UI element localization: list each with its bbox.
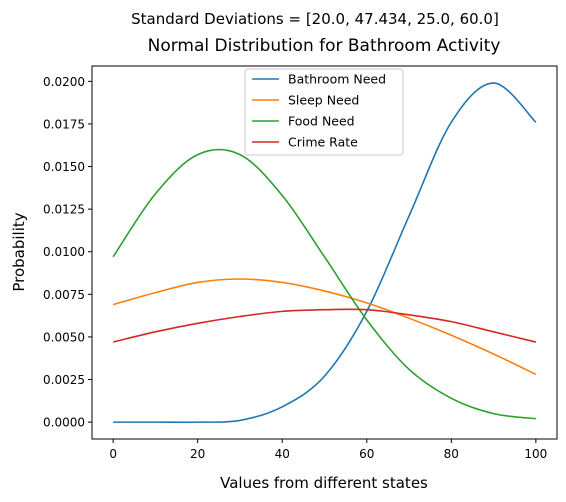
y-tick-label: 0.0175	[43, 117, 85, 131]
y-tick-label: 0.0125	[43, 203, 85, 217]
legend-label-bathroom-need: Bathroom Need	[288, 72, 386, 87]
x-axis: 0 20 40 60 80 100	[109, 439, 547, 461]
x-tick-label: 0	[109, 447, 117, 461]
y-axis-label: Probability	[10, 212, 28, 291]
y-axis: 0.0000 0.0025 0.0050 0.0075 0.0100 0.0125 0.01…	[43, 75, 92, 430]
x-tick-label: 40	[275, 447, 290, 461]
y-tick-label: 0.0025	[43, 373, 85, 387]
legend-label-crime-rate: Crime Rate	[288, 135, 358, 150]
y-tick-label: 0.0100	[43, 245, 85, 259]
y-tick-label: 0.0150	[43, 160, 85, 174]
legend-box	[244, 68, 404, 156]
x-tick-label: 20	[190, 447, 205, 461]
legend-label-sleep-need: Sleep Need	[288, 93, 359, 108]
y-tick-label: 0.0200	[43, 75, 85, 89]
legend: Bathroom Need Sleep Need Food Need Crime Ra…	[244, 68, 404, 156]
y-tick-label: 0.0000	[43, 416, 85, 430]
y-tick-label: 0.0050	[43, 330, 85, 344]
series-line-sleep-need	[112, 278, 537, 376]
series-line-crime-rate	[112, 308, 537, 343]
x-tick-label: 60	[359, 447, 374, 461]
x-axis-label: Values from different states	[220, 474, 428, 492]
chart-title: Normal Distribution for Bathroom Activit…	[148, 36, 501, 56]
series-line-food-need	[112, 148, 536, 420]
chart-suptitle: Standard Deviations = [20.0, 47.434, 25.…	[131, 10, 499, 28]
x-tick-label: 80	[444, 447, 459, 461]
series-lines	[112, 82, 537, 424]
x-tick-label: 100	[524, 447, 547, 461]
series-line-bathroom-need	[113, 82, 537, 424]
y-tick-label: 0.0075	[43, 288, 85, 302]
legend-label-food-need: Food Need	[288, 114, 355, 129]
